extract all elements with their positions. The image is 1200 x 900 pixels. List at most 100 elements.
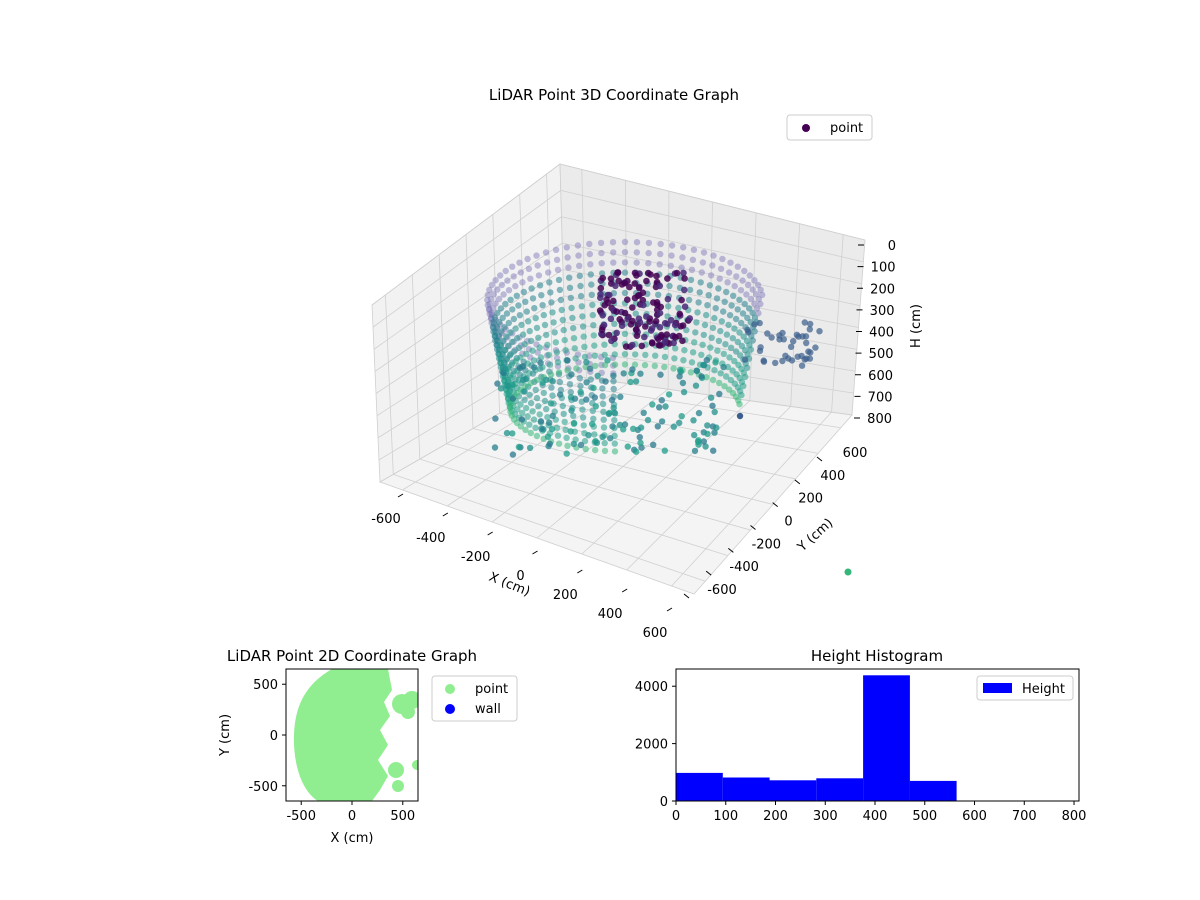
point-3d <box>546 279 553 286</box>
y-ticks-histogram: 4000 2000 0 <box>635 680 676 810</box>
grid-line-floor-y <box>472 428 774 505</box>
point-3d <box>508 361 515 369</box>
point-3d <box>559 402 566 410</box>
point-3d <box>710 252 717 259</box>
point-3d <box>552 246 560 253</box>
stray-point <box>844 568 852 576</box>
point-3d <box>641 333 648 341</box>
point-3d <box>712 305 719 312</box>
point-3d <box>688 266 696 273</box>
point-3d <box>780 336 787 343</box>
y-tick-label-histogram: 2000 <box>635 738 668 753</box>
point-3d <box>578 303 585 310</box>
point-3d <box>576 374 583 382</box>
x-tick-label-2d: 500 <box>390 809 415 824</box>
point-3d <box>557 296 565 304</box>
point-3d <box>593 439 601 446</box>
point-3d <box>715 285 722 292</box>
point-3d <box>736 412 744 420</box>
grid-line-wall-left-h <box>374 242 563 372</box>
point-3d <box>527 275 534 282</box>
point-3d <box>580 422 587 429</box>
point-3d <box>632 378 640 385</box>
point-3d <box>577 292 585 300</box>
point-3d <box>613 308 620 316</box>
point-3d <box>621 238 629 246</box>
point-3d <box>688 359 696 366</box>
point-3d <box>509 381 516 389</box>
point-3d <box>751 321 758 328</box>
point-3d <box>527 399 535 407</box>
x-tick-label-histogram: 500 <box>912 809 937 824</box>
point-3d <box>510 315 518 323</box>
y-tick-3d <box>728 547 734 553</box>
point-3d <box>510 273 517 280</box>
point-3d <box>610 259 617 266</box>
point-3d <box>661 319 669 327</box>
point-3d <box>652 317 660 325</box>
legend-3d-frame <box>786 114 873 141</box>
y-tick-3d <box>705 570 712 576</box>
point-3d <box>557 391 564 398</box>
point-3d <box>546 440 553 447</box>
point-3d <box>749 337 756 344</box>
point-3d <box>577 282 584 290</box>
point-3d <box>612 282 619 290</box>
point-3d <box>610 372 617 379</box>
point-3d <box>589 407 596 415</box>
point-3d <box>704 302 711 309</box>
point-3d <box>484 301 491 309</box>
point-cluster-right-2 <box>403 691 418 709</box>
point-3d <box>690 417 697 424</box>
point-3d <box>590 332 597 339</box>
point-3d <box>703 356 710 364</box>
point-3d <box>671 321 679 329</box>
point-3d <box>647 327 655 334</box>
point-3d <box>515 443 523 451</box>
point-3d <box>676 310 683 318</box>
grid-line-wall-left-h <box>372 190 561 328</box>
point-3d <box>601 439 608 447</box>
point-3d <box>693 367 700 375</box>
point-3d <box>525 318 532 325</box>
x-tick-label-3d: -600 <box>371 512 401 527</box>
point-3d <box>779 329 786 337</box>
legend-histogram-label: Height <box>1022 682 1065 697</box>
point-3d <box>632 310 639 317</box>
point-3d <box>717 265 725 272</box>
point-3d <box>524 255 531 263</box>
point-3d <box>548 384 555 391</box>
point-3d <box>644 416 652 424</box>
point-3d <box>713 424 720 431</box>
point-3d <box>739 277 746 284</box>
x-tick-label-3d: -400 <box>416 531 446 546</box>
point-3d <box>695 437 702 444</box>
point-3d <box>501 324 508 331</box>
y-tick-label-histogram: 4000 <box>635 680 668 695</box>
point-3d <box>537 359 544 366</box>
point-3d <box>709 324 717 332</box>
point-3d <box>679 337 686 345</box>
point-3d <box>502 300 509 308</box>
point-3d <box>652 352 659 359</box>
point-3d <box>680 269 687 277</box>
point-3d <box>592 446 599 454</box>
point-3d <box>550 319 557 326</box>
point-3d <box>754 281 762 289</box>
point-3d <box>553 256 561 263</box>
point-3d <box>535 272 543 279</box>
z-tick-label-3d: 600 <box>868 369 893 384</box>
point-3d <box>665 391 673 398</box>
x-tick-label-histogram: 700 <box>1012 809 1037 824</box>
point-3d <box>753 291 760 298</box>
point-3d <box>504 342 512 350</box>
point-3d <box>489 305 497 312</box>
point-3d <box>602 378 609 385</box>
y-tick-label-3d: 400 <box>820 469 845 484</box>
point-3d <box>633 239 641 246</box>
point-3d <box>582 445 589 453</box>
point-3d <box>541 397 549 405</box>
point-3d <box>727 259 734 266</box>
point-3d <box>533 324 541 332</box>
point-3d <box>621 421 629 428</box>
